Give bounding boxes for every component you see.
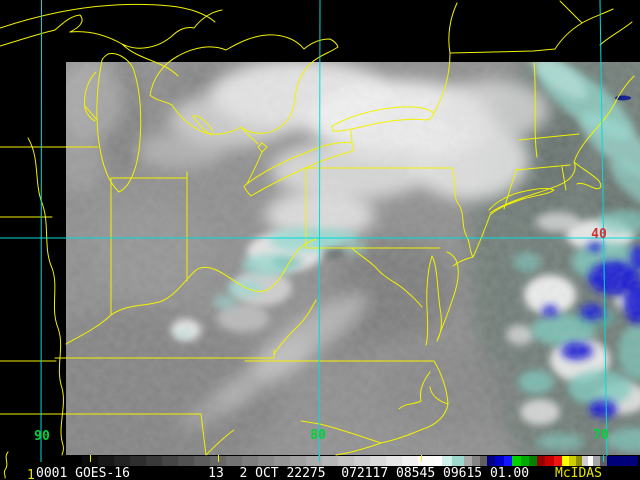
colorbar-segment xyxy=(418,456,434,466)
colorbar-segment xyxy=(569,456,576,466)
colorbar-segment xyxy=(338,456,354,466)
colorbar-segment xyxy=(582,456,588,466)
colorbar-segment xyxy=(537,456,545,466)
status-line: 1 0001 GOES-16 13 2 OCT 22275 072117 085… xyxy=(0,466,640,480)
lon-label-80: 80 xyxy=(310,428,326,443)
lon-label-70: 70 xyxy=(593,428,609,443)
colorbar-segment xyxy=(146,456,162,466)
grid-labels: 90 80 70 40 xyxy=(34,227,609,444)
colorbar xyxy=(66,456,638,466)
colorbar-segment xyxy=(576,456,582,466)
map-line-tick xyxy=(90,455,91,462)
status-bar: 1 0001 GOES-16 13 2 OCT 22275 072117 085… xyxy=(0,455,640,480)
latlon-grid-overlay xyxy=(0,0,640,463)
map-line-tick xyxy=(421,455,422,462)
colorbar-segment xyxy=(306,456,322,466)
colorbar-segment xyxy=(607,456,638,466)
colorbar-segment xyxy=(66,456,82,466)
colorbar-segment xyxy=(402,456,418,466)
colorbar-segment xyxy=(162,456,178,466)
colorbar-segment xyxy=(194,456,210,466)
colorbar-segment xyxy=(562,456,569,466)
colorbar-segment xyxy=(114,456,130,466)
meridian-80w xyxy=(318,0,321,463)
colorbar-segment xyxy=(258,456,274,466)
colorbar-segment xyxy=(504,456,512,466)
colorbar-segment xyxy=(434,456,442,466)
map-line-tick xyxy=(218,455,219,462)
colorbar-segment xyxy=(178,456,194,466)
colorbar-segment xyxy=(529,456,537,466)
colorbar-segment xyxy=(442,456,452,466)
colorbar-segment xyxy=(452,456,464,466)
colorbar-segment xyxy=(545,456,554,466)
lon-label-90: 90 xyxy=(34,429,50,444)
colorbar-segment xyxy=(593,456,600,466)
colorbar-segment xyxy=(464,456,472,466)
colorbar-segment xyxy=(495,456,504,466)
frame-number: 1 xyxy=(27,468,35,480)
meridian-70w xyxy=(599,0,608,463)
lat-label-40: 40 xyxy=(591,227,607,242)
colorbar-segment xyxy=(487,456,495,466)
colorbar-segment xyxy=(512,456,521,466)
colorbar-segment xyxy=(480,456,487,466)
colorbar-segment xyxy=(521,456,529,466)
colorbar-segment xyxy=(290,456,306,466)
image-readout-text: 0001 GOES-16 13 2 OCT 22275 072117 08545… xyxy=(36,466,530,480)
colorbar-segment xyxy=(98,456,114,466)
colorbar-segment xyxy=(274,456,290,466)
colorbar-segment xyxy=(588,456,593,466)
meridian-90w xyxy=(40,0,42,463)
colorbar-segment xyxy=(242,456,258,466)
colorbar-segment xyxy=(554,456,562,466)
colorbar-segment xyxy=(354,456,370,466)
colorbar-segment xyxy=(130,456,146,466)
grid-line-tick xyxy=(603,455,604,462)
colorbar-segment xyxy=(226,456,242,466)
colorbar-segment xyxy=(386,456,402,466)
colorbar-segment xyxy=(472,456,480,466)
colorbar-segment xyxy=(322,456,338,466)
grid-line-tick xyxy=(319,455,320,462)
mcidas-brand: McIDAS xyxy=(555,466,602,480)
colorbar-segment xyxy=(370,456,386,466)
